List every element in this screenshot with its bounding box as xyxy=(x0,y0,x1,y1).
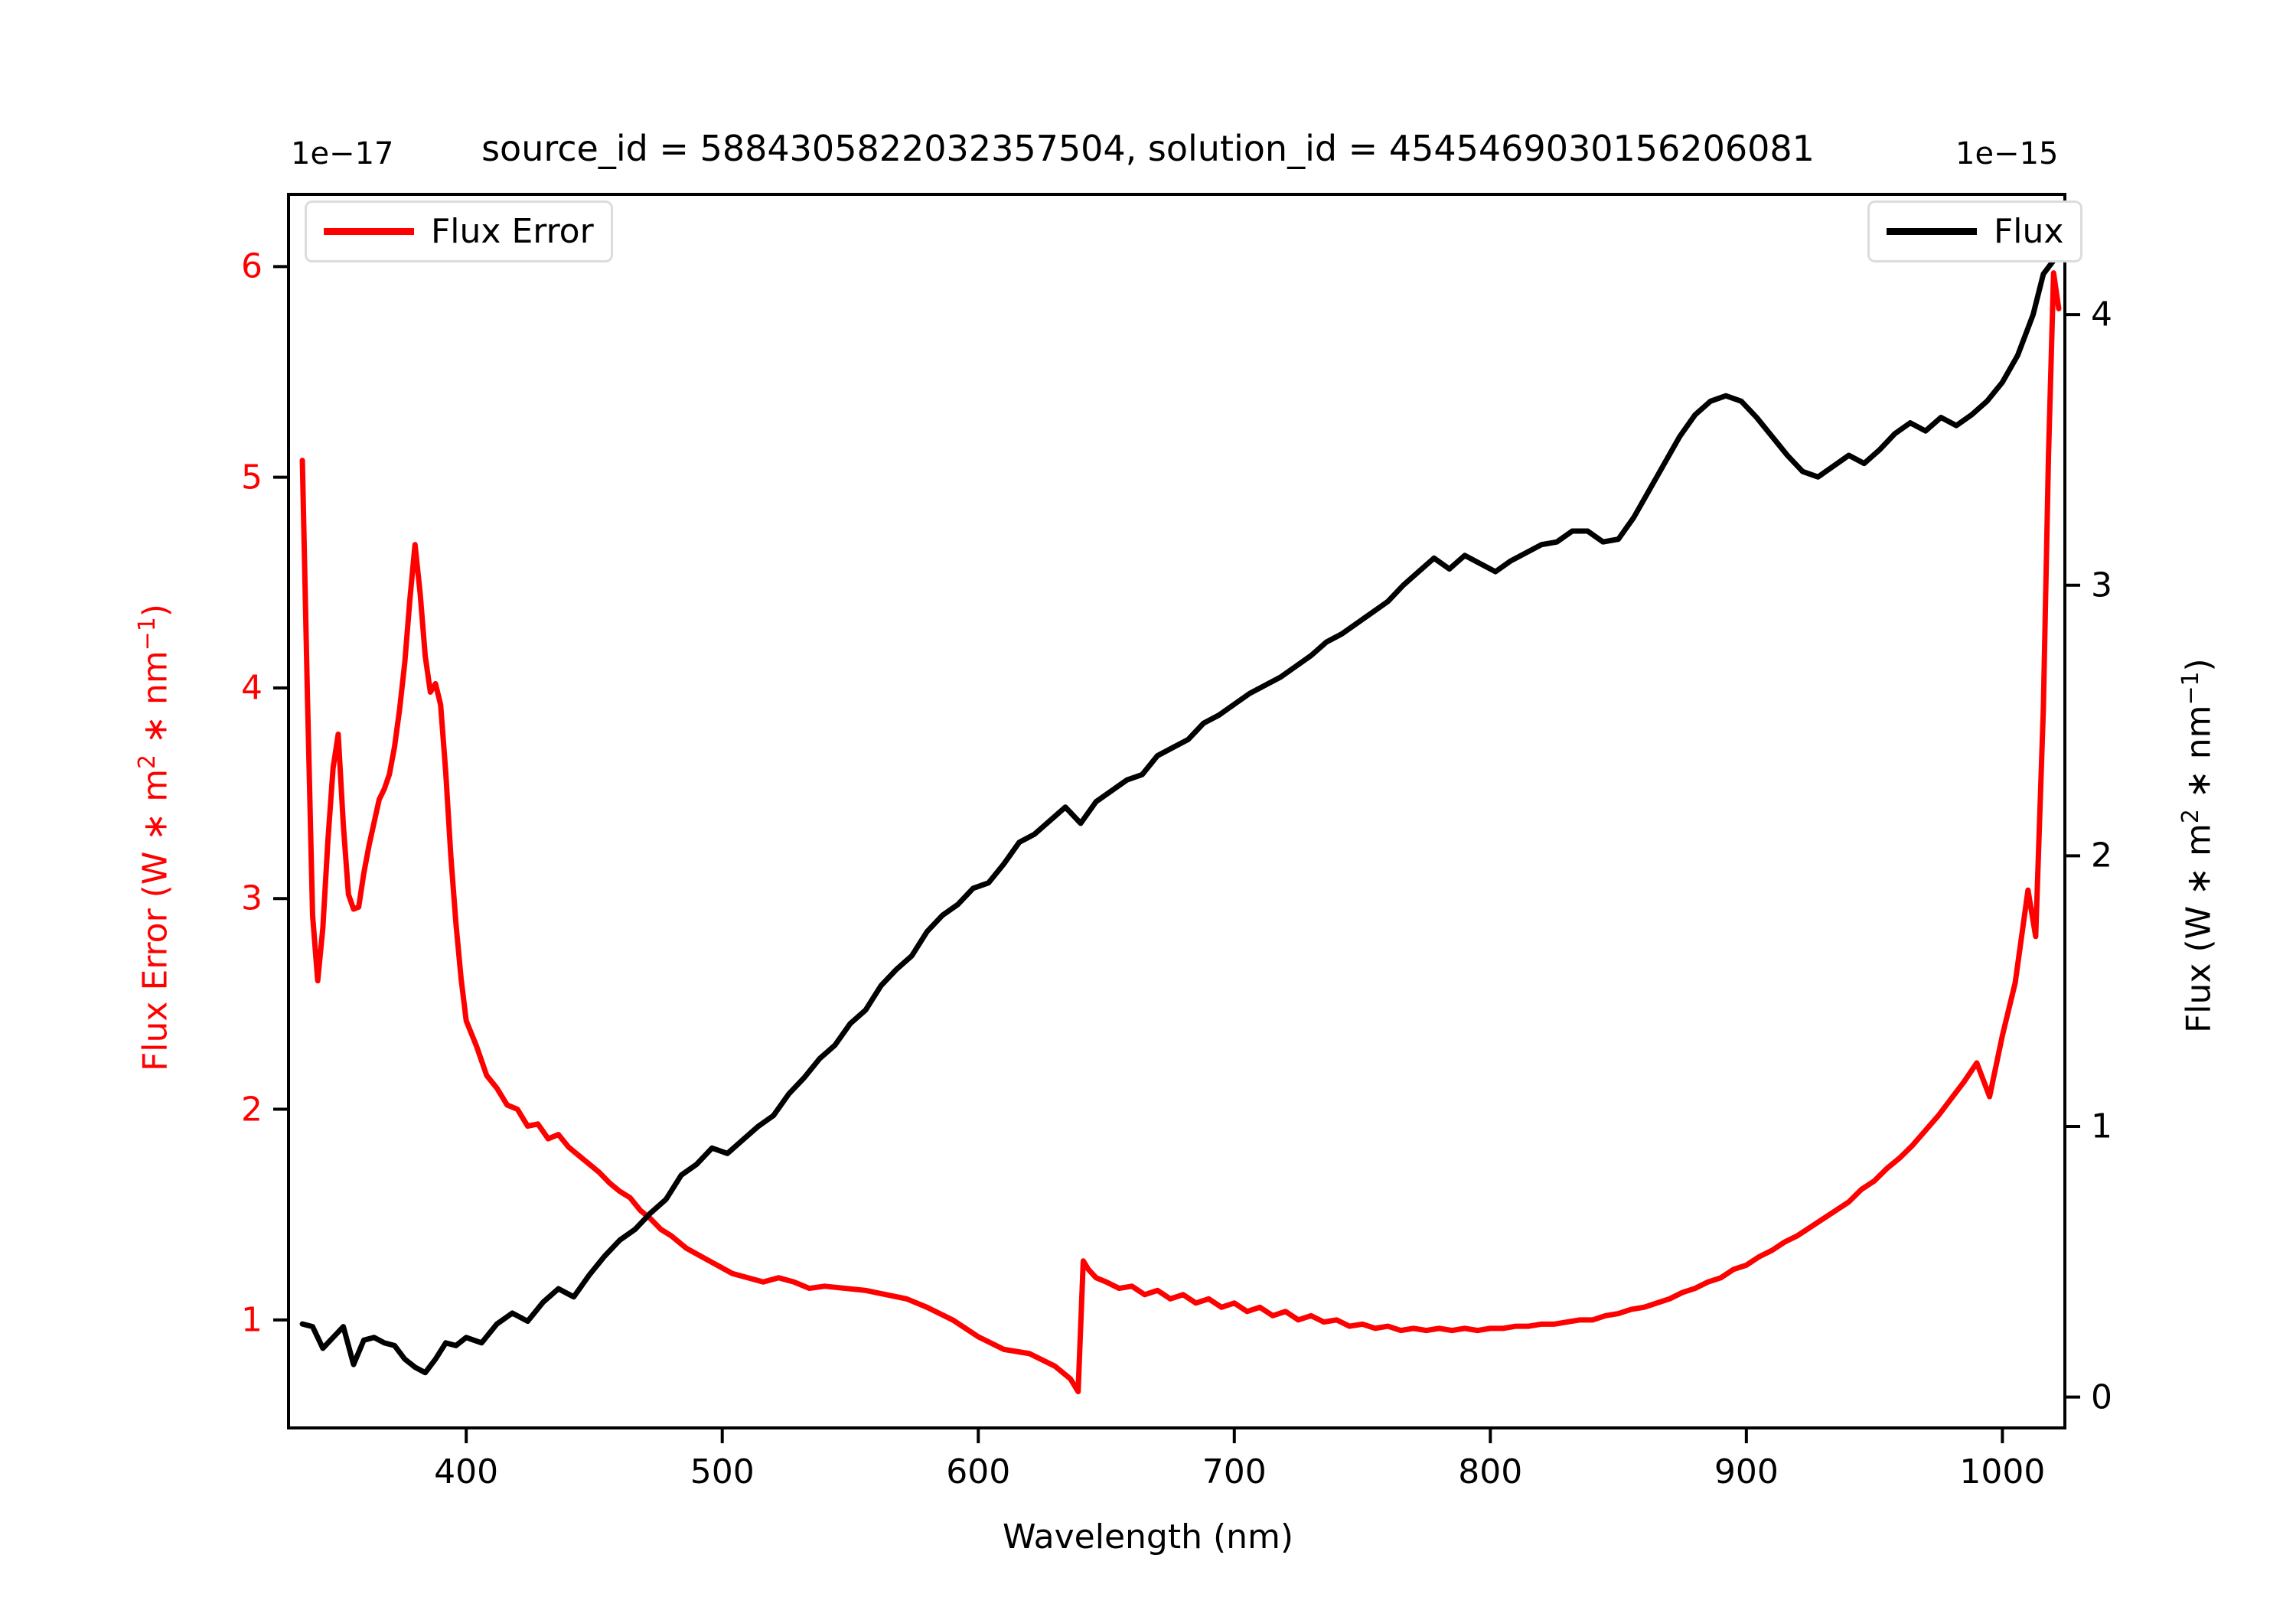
x-tick-label: 1000 xyxy=(1959,1452,2046,1491)
legend-swatch-flux xyxy=(1887,228,1977,235)
right-tick-label: 0 xyxy=(2091,1377,2112,1417)
left-tick-label: 6 xyxy=(241,246,263,286)
left-tick-label: 4 xyxy=(241,668,263,708)
right-axis-offset-label: 1e−15 xyxy=(1955,136,2059,171)
left-tick-label: 2 xyxy=(241,1090,263,1129)
flux-error-curve xyxy=(299,270,2062,1394)
page-title: source_id = 5884305822032357504, solutio… xyxy=(0,128,2296,169)
x-tick-label: 900 xyxy=(1714,1452,1779,1491)
left-axis-offset-label: 1e−17 xyxy=(291,136,394,171)
left-tick-label: 3 xyxy=(241,878,263,918)
legend-swatch-flux-error xyxy=(324,228,414,235)
x-tick-label: 500 xyxy=(690,1452,755,1491)
legend-label-flux: Flux xyxy=(1994,212,2064,251)
x-tick-label: 700 xyxy=(1202,1452,1267,1491)
right-axis-title: Flux (W ∗ m2 ∗ nm−1) xyxy=(2177,658,2219,1033)
x-tick-label: 800 xyxy=(1458,1452,1523,1491)
right-tick-label: 3 xyxy=(2091,566,2112,605)
title-text: source_id = 5884305822032357504, solutio… xyxy=(481,128,1815,169)
left-tick-label: 5 xyxy=(241,458,263,497)
legend-flux[interactable]: Flux xyxy=(1867,200,2083,262)
axes-frame xyxy=(287,193,2066,1429)
legend-flux-error[interactable]: Flux Error xyxy=(305,200,613,262)
right-tick-label: 4 xyxy=(2091,295,2112,334)
legend-label-flux-error: Flux Error xyxy=(431,212,594,251)
flux-curve xyxy=(299,257,2056,1376)
x-axis-title: Wavelength (nm) xyxy=(1002,1517,1294,1556)
left-axis-title: Flux Error (W ∗ m2 ∗ nm−1) xyxy=(134,604,175,1071)
right-tick-label: 1 xyxy=(2091,1107,2112,1146)
right-tick-label: 2 xyxy=(2091,836,2112,875)
x-tick-label: 400 xyxy=(434,1452,499,1491)
left-tick-label: 1 xyxy=(241,1300,263,1340)
x-tick-label: 600 xyxy=(946,1452,1011,1491)
